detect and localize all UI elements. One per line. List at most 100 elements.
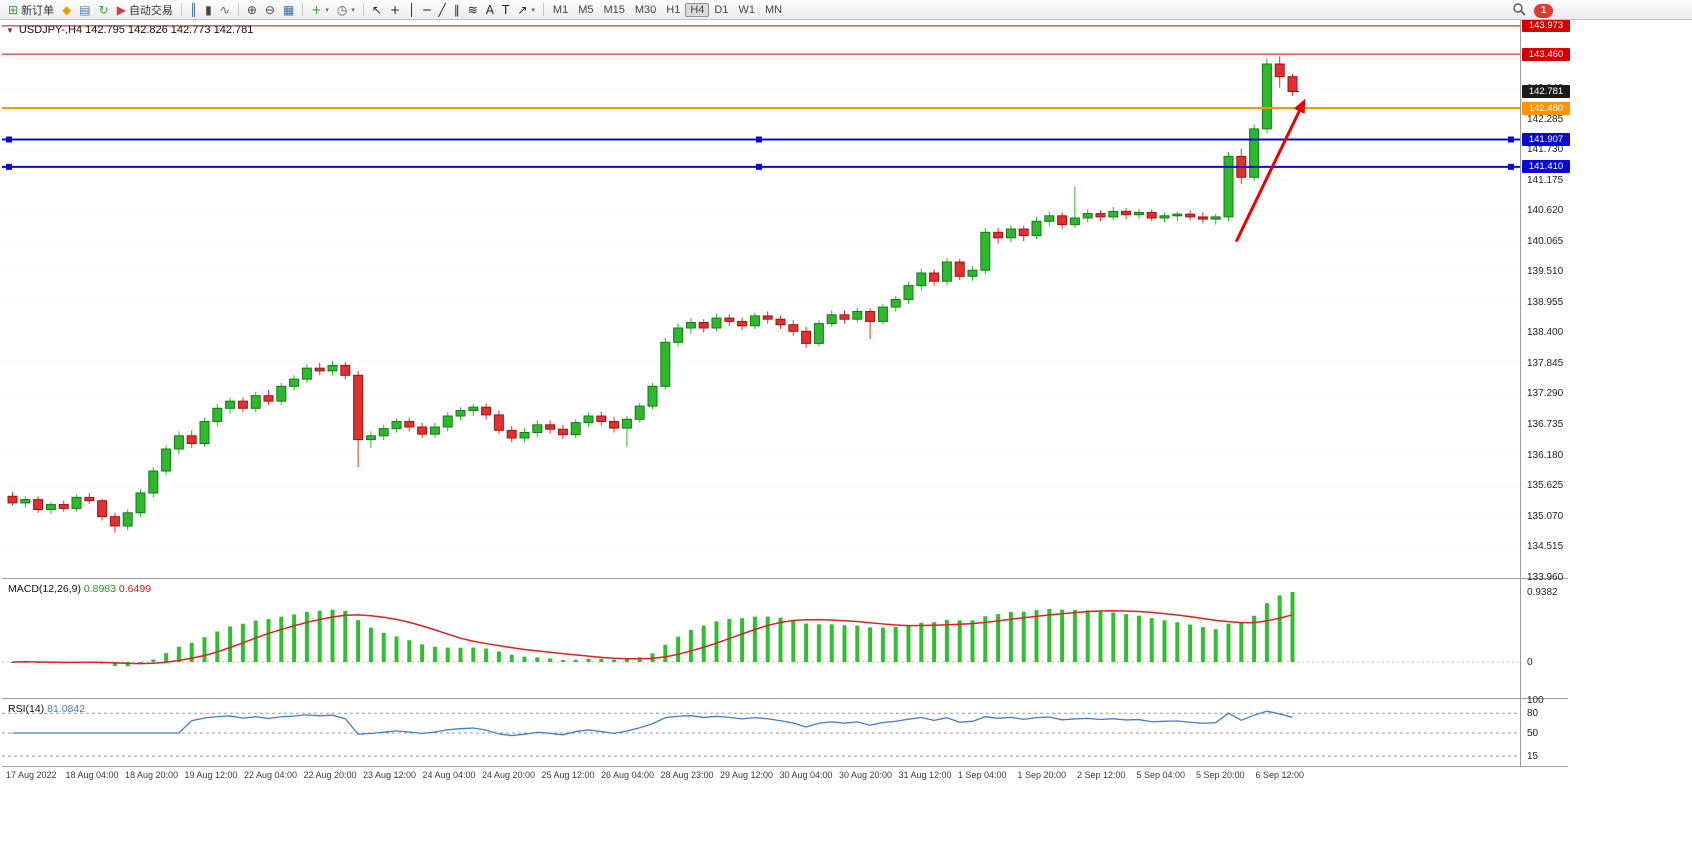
panel-separator[interactable] <box>2 578 1568 579</box>
line-handle[interactable] <box>1508 163 1514 170</box>
timeframe-m30[interactable]: M30 <box>634 3 657 16</box>
one-click-trading-toggle[interactable]: ▼ <box>6 25 14 35</box>
macd-label: MACD(12,26,9) 0.8983 0.6499 <box>8 583 151 595</box>
zoom-out-button[interactable]: ⊖ <box>261 3 279 17</box>
metaeditor-icon: ◆ <box>62 2 72 17</box>
price-level-box: 143.973 <box>1522 19 1570 33</box>
toolbar: ⊞ 新订单 ◆ ▤ ↻ ▶ 自动交易 ║ ▮ ∿ ⊕ ⊖ ▦ + ▾ ◷ ▾ ↖ + │ ─ ╱ ∥ ≋ A T ↗ ▾ M1 M5 M1… <box>0 0 1692 20</box>
line-chart-button[interactable]: ∿ <box>216 3 234 17</box>
price-level-box: 141.907 <box>1522 133 1570 146</box>
notification-badge[interactable]: 1 <box>1534 3 1553 18</box>
timeframe-mn[interactable]: MN <box>764 3 783 16</box>
autotrading-icon: ▶ <box>116 2 126 17</box>
price-axis-label: 135.625 <box>1527 480 1564 492</box>
price-level-box: 143.460 <box>1522 47 1570 61</box>
timeframe-h1[interactable]: H1 <box>666 3 681 16</box>
chart-title-text: USDJPY-,H4 142.795 142.826 142.773 142.7… <box>18 24 254 36</box>
horizontal-line-button[interactable]: ─ <box>419 3 434 17</box>
new-order-icon: ⊞ <box>8 2 19 17</box>
toolbar-separator <box>362 3 364 16</box>
tile-windows-button[interactable]: ▦ <box>279 3 298 17</box>
periods-button[interactable]: ◷ ▾ <box>333 3 359 17</box>
vertical-line-button[interactable]: │ <box>404 3 419 17</box>
arrow-object[interactable] <box>1234 110 1301 243</box>
fibonacci-button[interactable]: ≋ <box>464 3 482 17</box>
rsi-panel[interactable] <box>2 700 1520 766</box>
search-icon[interactable] <box>1512 2 1526 19</box>
chevron-down-icon: ▾ <box>531 6 535 14</box>
toolbar-buttons: ⊞ 新订单 ◆ ▤ ↻ ▶ 自动交易 ║ ▮ ∿ ⊕ ⊖ ▦ + ▾ ◷ ▾ ↖ + │ ─ ╱ ∥ ≋ A T ↗ ▾ <box>4 1 548 19</box>
rsi-label: RSI(14) 81.0842 <box>8 703 85 715</box>
line-handle[interactable] <box>6 136 12 143</box>
current-price-box: 142.781 <box>1522 84 1570 98</box>
rsi-scale-label: 80 <box>1527 708 1539 720</box>
scale-separator <box>1520 20 1521 766</box>
time-axis-label: 18 Aug 20:00 <box>125 770 179 780</box>
horizontal-line-icon: ─ <box>423 2 431 17</box>
toolbar-separator <box>237 3 239 16</box>
price-axis-label: 138.955 <box>1527 296 1564 308</box>
zoom-in-icon: ⊕ <box>246 2 257 17</box>
clock-icon: ◷ <box>336 2 348 17</box>
chart-profile-icon: ▤ <box>79 2 91 17</box>
metaeditor-button[interactable]: ◆ <box>58 3 75 17</box>
line-handle[interactable] <box>1508 136 1514 143</box>
channel-button[interactable]: ∥ <box>450 3 464 17</box>
new-order-button[interactable]: ⊞ 新订单 <box>4 1 58 19</box>
zoom-out-icon: ⊖ <box>264 2 275 17</box>
price-scale[interactable]: 143.395142.840142.285141.730141.175140.6… <box>1522 19 1586 784</box>
timeframe-m1[interactable]: M1 <box>552 3 569 16</box>
time-axis-label: 1 Sep 04:00 <box>958 770 1007 780</box>
text-button[interactable]: A <box>482 3 498 17</box>
main-price-chart[interactable] <box>2 20 1520 578</box>
bar-chart-button[interactable]: ║ <box>186 3 201 17</box>
label-button[interactable]: T <box>498 3 513 17</box>
macd-scale-zero: 0 <box>1527 657 1533 668</box>
timeframe-m15[interactable]: M15 <box>603 3 625 16</box>
timeframe-w1[interactable]: W1 <box>738 3 755 16</box>
chevron-down-icon: ▾ <box>325 6 329 14</box>
chevron-down-icon: ▾ <box>351 6 355 14</box>
crosshair-button[interactable]: + <box>386 3 404 17</box>
toolbar-separator <box>302 3 304 16</box>
chart-title: ▼ USDJPY-,H4 142.795 142.826 142.773 142… <box>6 24 253 36</box>
timeframe-m5[interactable]: M5 <box>578 3 594 16</box>
indicators-button[interactable]: + ▾ <box>307 3 333 17</box>
autotrading-button[interactable]: ▶ 自动交易 <box>113 1 177 19</box>
arrow-head[interactable] <box>1293 98 1306 114</box>
bar-chart-icon: ║ <box>189 2 198 17</box>
macd-name: MACD(12,26,9) <box>8 583 81 595</box>
text-icon: A <box>485 2 494 17</box>
time-axis-label: 5 Sep 20:00 <box>1196 770 1245 780</box>
macd-panel[interactable] <box>2 580 1520 697</box>
label-icon: T <box>502 2 510 17</box>
panel-separator[interactable] <box>2 698 1568 699</box>
time-axis-label: 5 Sep 04:00 <box>1136 770 1186 780</box>
arrow-object-icon: ↗ <box>517 2 528 17</box>
timeframe-d1[interactable]: D1 <box>714 3 729 16</box>
chart-profile-button[interactable]: ▤ <box>75 3 94 17</box>
time-axis-label: 31 Aug 12:00 <box>898 770 952 780</box>
price-axis-label: 137.290 <box>1527 388 1564 400</box>
rsi-scale-label: 100 <box>1527 695 1544 706</box>
zoom-in-button[interactable]: ⊕ <box>243 3 261 17</box>
time-axis-label: 26 Aug 04:00 <box>601 770 655 780</box>
candlestick-chart-button[interactable]: ▮ <box>201 3 216 17</box>
chart-window: ▼ USDJPY-,H4 142.795 142.826 142.773 142… <box>0 19 1692 844</box>
time-axis[interactable]: 17 Aug 2022 18 Aug 04:00 18 Aug 20:00 19 Au… <box>2 768 1520 784</box>
macd-histogram <box>10 592 1295 667</box>
fibonacci-icon: ≋ <box>467 2 478 17</box>
timeframe-h4[interactable]: H4 <box>685 2 710 17</box>
refresh-button[interactable]: ↻ <box>95 3 113 17</box>
cursor-button[interactable]: ↖ <box>368 3 386 17</box>
line-handle[interactable] <box>756 136 762 143</box>
axis-separator <box>2 766 1568 767</box>
trendline-button[interactable]: ╱ <box>434 3 449 17</box>
line-handle[interactable] <box>6 163 12 170</box>
time-axis-label: 24 Aug 04:00 <box>422 770 476 780</box>
rsi-scale-label: 50 <box>1527 728 1539 739</box>
time-axis-label: 1 Sep 20:00 <box>1017 770 1067 780</box>
cursor-icon: ↖ <box>371 2 382 17</box>
line-handle[interactable] <box>756 163 762 170</box>
arrows-button[interactable]: ↗ ▾ <box>513 3 539 17</box>
